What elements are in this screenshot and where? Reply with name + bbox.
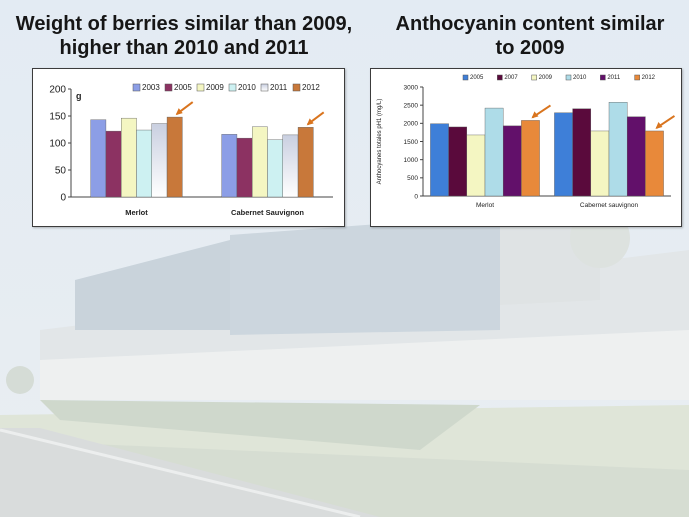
bar-merlot-2009 [121, 117, 137, 198]
anthocyanin-bar-chart: 2005 2007 2009 2010 2011 2012 0 500 1000 1500 2000… [377, 74, 676, 209]
legend-label-2010: 2010 [573, 75, 587, 81]
legend-swatch-2010 [228, 83, 237, 92]
y-tick-label: 100 [49, 139, 66, 150]
y-tick-label: 150 [49, 112, 66, 123]
left-chart-heading: Weight of berries similar than 2009, hig… [8, 12, 360, 60]
category-label-merlot: Merlot [476, 202, 494, 209]
berry-weight-chart-panel: 2003 2005 2009 2010 2011 2012 0 50 100 150 200 g Mer… [32, 68, 345, 227]
y-tick-label: 2000 [404, 121, 419, 128]
legend-swatch-2011 [600, 74, 606, 81]
bar-cabernet-sauvignon-2012 [645, 130, 664, 197]
legend-label-2005: 2005 [470, 75, 484, 81]
legend-swatch-2012 [634, 74, 640, 81]
category-label-cabernet-sauvignon: Cabernet sauvignon [580, 202, 639, 209]
legend-label-2012: 2012 [302, 83, 320, 92]
bar-merlot-2011 [502, 125, 522, 197]
legend-swatch-2003 [132, 83, 141, 92]
category-label-merlot: Merlot [125, 208, 148, 217]
right-heading-line-1: Anthocyanin content similar [395, 13, 665, 35]
bar-merlot-2003 [90, 119, 107, 198]
bar-merlot-2010 [484, 107, 504, 197]
legend-label-2009: 2009 [206, 83, 224, 92]
bar-merlot-2005 [105, 130, 122, 198]
bar-merlot-2009 [466, 134, 486, 197]
bar-cabernet-sauvignon-2005 [236, 137, 253, 198]
legend-label-2003: 2003 [142, 83, 160, 92]
legend-label-2010: 2010 [238, 83, 256, 92]
legend-swatch-2009 [196, 83, 205, 92]
y-tick-label: 2500 [404, 102, 419, 109]
legend-swatch-2012 [292, 83, 301, 92]
bar-cabernet-sauvignon-2010 [608, 102, 628, 197]
y-tick-label: 1000 [404, 157, 419, 164]
bar-cabernet-sauvignon-2010 [267, 139, 283, 198]
legend-swatch-2011 [260, 83, 269, 92]
annotation-arrow-head [655, 121, 663, 129]
right-heading-line-2: to 2009 [495, 37, 565, 59]
left-heading-line-2: higher than 2010 and 2011 [59, 37, 309, 59]
bar-merlot-2012 [166, 116, 183, 198]
legend-label-2011: 2011 [270, 83, 288, 92]
left-heading-line-1: Weight of berries similar than 2009, [15, 13, 353, 35]
legend-label-2012: 2012 [642, 75, 656, 81]
category-label-cabernet-sauvignon: Cabernet Sauvignon [231, 208, 304, 217]
y-tick-label: 200 [49, 85, 66, 96]
y-tick-label: 0 [60, 193, 66, 204]
annotation-arrow-head [306, 118, 314, 126]
legend-label-2007: 2007 [504, 75, 518, 81]
legend-swatch-2005 [462, 74, 469, 81]
bar-merlot-2011 [151, 123, 168, 198]
bar-cabernet-sauvignon-2011 [626, 116, 646, 197]
y-unit-label: g [76, 91, 82, 101]
annotation-arrow-head [175, 108, 183, 116]
legend-swatch-2010 [565, 74, 572, 81]
bar-merlot-2012 [521, 120, 540, 197]
bar-merlot-2010 [136, 129, 152, 198]
y-tick-label: 50 [55, 166, 67, 177]
annotation-arrow-head [531, 111, 539, 119]
legend-label-2011: 2011 [607, 75, 621, 81]
legend-swatch-2005 [164, 83, 173, 92]
legend-label-2009: 2009 [539, 75, 553, 81]
anthocyanin-chart-panel: 2005 2007 2009 2010 2011 2012 0 500 1000 1500 2000… [370, 68, 682, 227]
bar-cabernet-sauvignon-2009 [590, 130, 610, 197]
bar-cabernet-sauvignon-2009 [252, 126, 268, 198]
legend-swatch-2007 [497, 74, 503, 81]
y-tick-label: 1500 [404, 139, 419, 146]
right-chart-heading: Anthocyanin content similar to 2009 [380, 12, 680, 60]
bar-cabernet-sauvignon-2011 [282, 134, 299, 198]
bar-merlot-2007 [448, 126, 468, 197]
legend-label-2005: 2005 [174, 83, 192, 92]
bar-cabernet-sauvignon-2012 [297, 127, 314, 198]
y-tick-label: 3000 [404, 84, 419, 91]
y-tick-label: 0 [414, 193, 418, 200]
bar-cabernet-sauvignon-2007 [572, 108, 592, 197]
bar-cabernet-sauvignon-2005 [554, 112, 573, 197]
y-tick-label: 500 [407, 175, 418, 182]
y-axis-label: Anthocyanes totales pH1 (mg/L) [377, 99, 383, 185]
berry-weight-bar-chart: 2003 2005 2009 2010 2011 2012 0 50 100 150 200 g Mer… [49, 83, 333, 217]
bar-cabernet-sauvignon-2003 [221, 134, 238, 198]
legend-swatch-2009 [531, 74, 537, 81]
bar-merlot-2005 [430, 123, 449, 197]
